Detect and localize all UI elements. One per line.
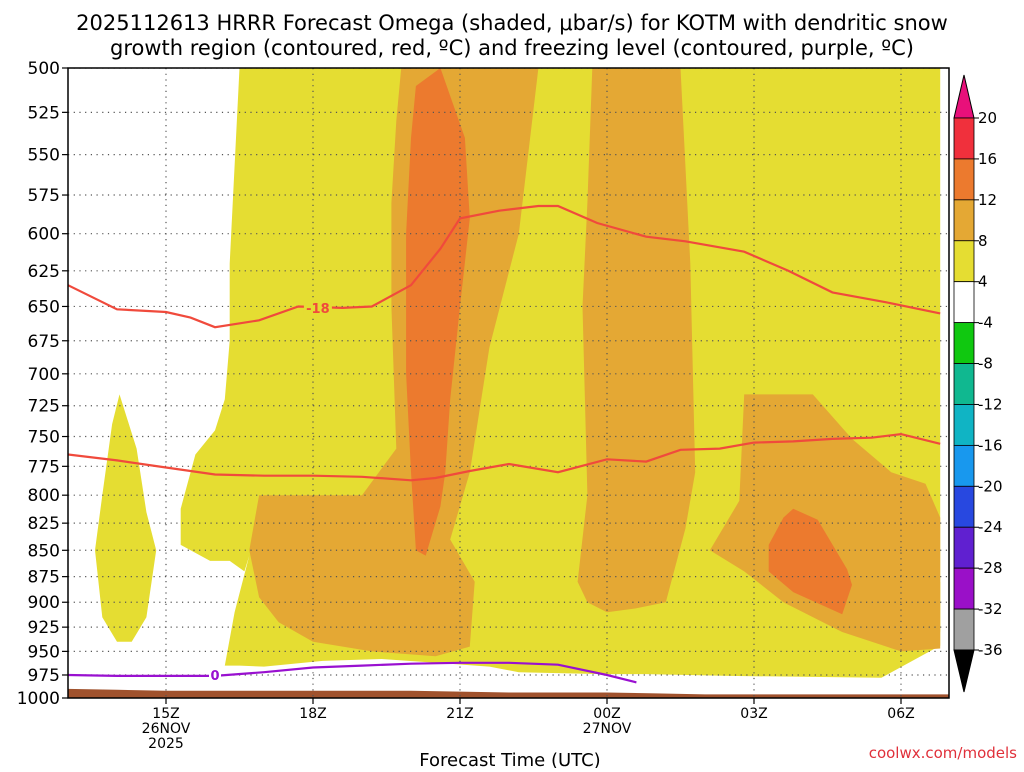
dgz-label-bg-0: [303, 299, 332, 315]
dgz-contour-1: [68, 432, 941, 482]
colorbar-label-5: -4: [978, 314, 993, 332]
y-tick-label-975: 975: [28, 666, 60, 686]
dgz-contour-label-0: -18: [306, 302, 330, 317]
y-tick-label-775: 775: [28, 457, 60, 477]
y-tick-label-550: 550: [28, 146, 60, 166]
colorbar-label-6: -8: [978, 355, 993, 373]
y-tick-label-725: 725: [28, 397, 60, 417]
ground-terrain: [68, 688, 949, 698]
x-axis-label: Forecast Time (UTC): [419, 750, 600, 768]
colorbar-label-4: 4: [978, 273, 988, 291]
colorbar-bin--20--16: [953, 444, 975, 487]
colorbar-bin-8-12: [953, 199, 975, 242]
colorbar-label-10: -24: [978, 518, 1003, 536]
chart-title-line2: growth region (contoured, red, ºC) and f…: [110, 36, 914, 60]
colorbar-bin-16-20: [953, 117, 975, 160]
x-tick-label-00Z-1: 00Z: [593, 706, 620, 722]
colorbar-bin--16--12: [953, 404, 975, 446]
y-tick-label-875: 875: [28, 568, 60, 588]
colorbar-label-2: 12: [978, 191, 997, 209]
y-tick-label-675: 675: [28, 332, 60, 352]
credit-text: coolwx.com/models: [869, 744, 1017, 762]
freezing-label-bg-0: [209, 667, 221, 682]
colorbar-label-11: -28: [978, 559, 1003, 577]
omega-region-12-6: [406, 68, 470, 556]
x-tick-label-00Z-2: 27NOV: [583, 721, 632, 737]
colorbar-bin--36--32: [953, 608, 975, 651]
colorbar-bin--4-4: [953, 281, 975, 324]
colorbar-under-triangle: [953, 649, 975, 693]
freezing-contour-0: [68, 661, 637, 684]
y-tick-label-525: 525: [28, 103, 60, 123]
colorbar-label-1: 16: [978, 150, 997, 168]
colorbar-bin--8--4: [953, 322, 975, 364]
y-tick-label-500: 500: [28, 59, 60, 79]
y-tick-label-950: 950: [28, 642, 60, 662]
x-tick-label-06Z-1: 06Z: [887, 706, 914, 722]
colorbar-label-7: -12: [978, 395, 1003, 413]
y-tick-label-700: 700: [28, 365, 60, 385]
dgz-contour-0: [68, 204, 941, 329]
colorbar-bin--24--20: [953, 485, 975, 528]
colorbar-label-9: -20: [978, 477, 1003, 495]
x-tick-label-15Z-1: 15Z: [152, 706, 179, 722]
colorbar-bin--12--8: [953, 363, 975, 405]
y-tick-label-575: 575: [28, 186, 60, 206]
y-tick-label-650: 650: [28, 297, 60, 317]
freezing-contour-label-0: 0: [210, 669, 219, 684]
colorbar-bin--28--24: [953, 526, 975, 569]
colorbar-bin-4-8: [953, 240, 975, 283]
colorbar-bin-12-16: [953, 158, 975, 201]
y-tick-label-750: 750: [28, 428, 60, 448]
plot-content: -18 0: [68, 68, 949, 698]
x-tick-label-03Z-1: 03Z: [740, 706, 767, 722]
y-tick-label-1000: 1000: [17, 689, 60, 709]
x-tick-label-21Z-1: 21Z: [446, 706, 473, 722]
colorbar-over-triangle: [953, 74, 975, 119]
plot-area: -18 0 500 525 550 575 600 625 650 675 700 725 750 775…: [17, 59, 1003, 752]
plot-border: [67, 67, 950, 699]
colorbar-label-3: 8: [978, 232, 988, 250]
y-tick-label-625: 625: [28, 262, 60, 282]
y-tick-label-825: 825: [28, 514, 60, 534]
y-tick-label-900: 900: [28, 593, 60, 613]
omega-region-8-5: [709, 394, 941, 652]
omega-region-8-4: [577, 68, 696, 613]
y-tick-label-800: 800: [28, 486, 60, 506]
colorbar-bin--32--28: [953, 567, 975, 610]
colorbar-label-12: -32: [978, 600, 1003, 618]
colorbar-label-0: 20: [978, 109, 997, 127]
chart-title-line1: 2025112613 HRRR Forecast Omega (shaded, …: [76, 11, 948, 35]
colorbar-label-8: -16: [978, 436, 1003, 454]
omega-region-4-1: [95, 394, 157, 642]
omega-region-12-7: [768, 508, 852, 615]
y-tick-label-850: 850: [28, 541, 60, 561]
y-tick-label-600: 600: [28, 225, 60, 245]
x-tick-label-15Z-3: 2025: [148, 736, 184, 752]
x-tick-label-15Z-2: 26NOV: [142, 721, 191, 737]
x-tick-label-18Z-1: 18Z: [299, 706, 326, 722]
y-tick-label-925: 925: [28, 618, 60, 638]
colorbar-label-13: -36: [978, 641, 1003, 659]
